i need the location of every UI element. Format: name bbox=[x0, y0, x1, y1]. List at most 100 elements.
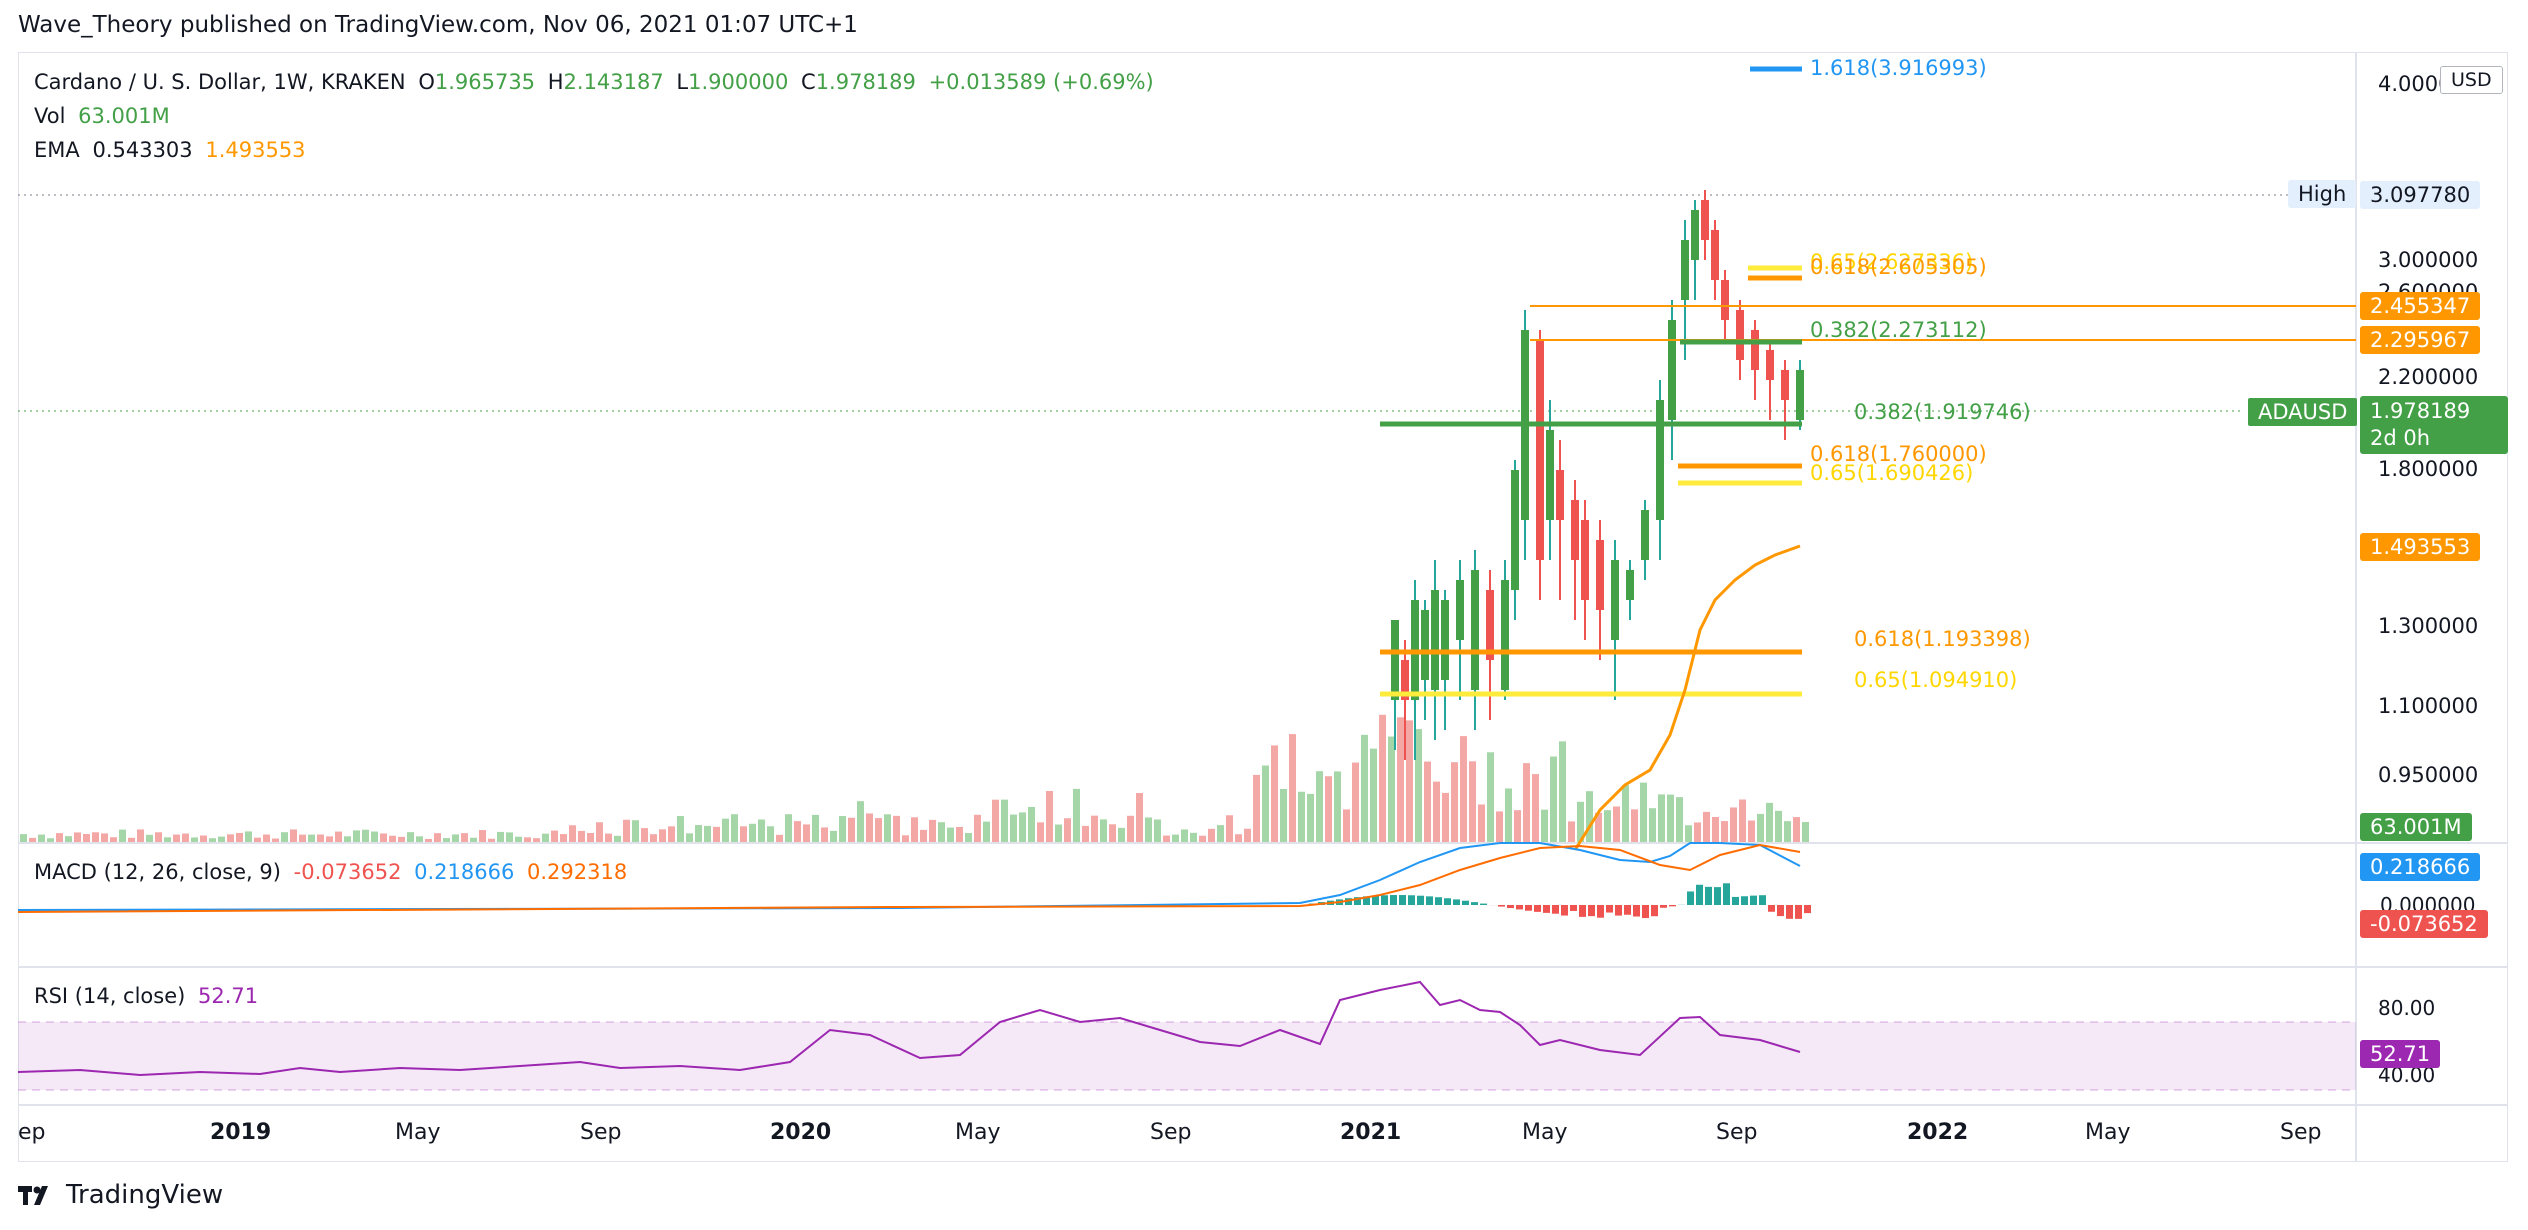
volume-bar bbox=[569, 825, 576, 842]
volume-bar bbox=[740, 826, 747, 842]
legend-l-label: L bbox=[676, 70, 689, 94]
volume-bar bbox=[1802, 822, 1809, 842]
legend-ema-len: 0.543303 bbox=[92, 138, 193, 162]
volume-bar bbox=[488, 838, 495, 842]
volume-bar bbox=[1010, 814, 1017, 842]
macd-hist-bar bbox=[1768, 905, 1775, 912]
time-tick: May bbox=[395, 1120, 441, 1145]
candle-body bbox=[1501, 580, 1509, 690]
macd-hist-bar bbox=[1732, 896, 1739, 905]
price-tick: 0.950000 bbox=[2378, 763, 2479, 787]
volume-bar bbox=[956, 826, 963, 842]
candle-body bbox=[1431, 590, 1439, 690]
macd-hist-bar bbox=[1615, 905, 1622, 916]
volume-bar bbox=[1568, 821, 1575, 842]
candle-body bbox=[1736, 310, 1744, 360]
volume-bar bbox=[1586, 791, 1593, 842]
volume-bar bbox=[1064, 818, 1071, 842]
volume-bar bbox=[1271, 745, 1278, 842]
volume-bar bbox=[1388, 736, 1395, 842]
volume-bar bbox=[1298, 791, 1305, 842]
legend-change: +0.013589 (+0.69%) bbox=[928, 70, 1154, 94]
macd-hist-bar bbox=[1588, 905, 1595, 917]
candle-body bbox=[1691, 210, 1699, 260]
candle-body bbox=[1596, 540, 1604, 610]
volume-bar bbox=[1073, 788, 1080, 842]
volume-bar bbox=[1631, 809, 1638, 842]
price-tick: 1.800000 bbox=[2378, 457, 2479, 481]
volume-bar bbox=[1460, 736, 1467, 842]
legend-macd-line: 0.218666 bbox=[414, 860, 515, 884]
candle-body bbox=[1471, 570, 1479, 690]
symbol-tag: ADAUSD bbox=[2248, 398, 2358, 426]
candle-body bbox=[1781, 370, 1789, 400]
macd-hist-bar bbox=[1381, 895, 1388, 905]
volume-bar bbox=[101, 833, 108, 842]
macd-hist-bar bbox=[1516, 905, 1523, 910]
volume-bar bbox=[1145, 817, 1152, 842]
volume-bar bbox=[929, 819, 936, 842]
macd-hist-bar bbox=[1498, 905, 1505, 907]
volume-bar bbox=[866, 813, 873, 842]
volume-bar bbox=[1712, 816, 1719, 842]
legend-vol-row: Vol 63.001M bbox=[34, 104, 176, 128]
chart-frame[interactable] bbox=[18, 52, 2508, 1162]
volume-bar bbox=[533, 838, 540, 842]
macd-hist-bar bbox=[1435, 897, 1442, 905]
volume-bar bbox=[911, 817, 918, 842]
fib-label-0618-top: 0.618(2.605305) bbox=[1810, 255, 1987, 279]
volume-bar bbox=[272, 838, 279, 842]
volume-bar bbox=[1505, 788, 1512, 842]
volume-bar bbox=[1208, 828, 1215, 842]
volume-bar bbox=[668, 826, 675, 842]
volume-bar bbox=[1316, 771, 1323, 842]
candle-body bbox=[1441, 600, 1449, 680]
volume-bar bbox=[1649, 808, 1656, 842]
legend-c-label: C bbox=[801, 70, 816, 94]
volume-bar bbox=[1640, 782, 1647, 842]
volume-bar bbox=[1541, 809, 1548, 842]
volume-bar bbox=[839, 816, 846, 842]
candles bbox=[1391, 190, 1804, 760]
volume-bar bbox=[596, 822, 603, 842]
volume-bar bbox=[1595, 812, 1602, 842]
volume-bar bbox=[65, 836, 72, 842]
volume-bar bbox=[1442, 792, 1449, 842]
candle-body bbox=[1421, 610, 1429, 680]
ema-line bbox=[1573, 544, 1801, 851]
macd-hist-bar bbox=[1804, 905, 1811, 914]
time-tick: 2020 bbox=[770, 1120, 832, 1145]
volume-bar bbox=[659, 829, 666, 842]
macd-hist-bar bbox=[1714, 887, 1721, 905]
volume-bar bbox=[398, 836, 405, 842]
volume-bar bbox=[938, 822, 945, 842]
candle-body bbox=[1626, 570, 1634, 600]
macd-hist-bar bbox=[1471, 902, 1478, 905]
volume-bar bbox=[479, 830, 486, 842]
macd-hist-bar bbox=[1390, 895, 1397, 905]
volume-bar bbox=[821, 827, 828, 842]
volume-bar bbox=[1703, 811, 1710, 842]
macd-hist-bar bbox=[1372, 895, 1379, 905]
volume-bar bbox=[1694, 822, 1701, 842]
volume-bar bbox=[200, 835, 207, 842]
time-tick: 2021 bbox=[1340, 1120, 1402, 1145]
macd-hist-bar bbox=[1444, 898, 1451, 905]
volume-bar bbox=[695, 825, 702, 842]
time-tick: May bbox=[1522, 1120, 1568, 1145]
volume-bar bbox=[344, 836, 351, 842]
footer-brand: TradingView bbox=[66, 1180, 224, 1210]
legend-ema-row: EMA 0.543303 1.493553 bbox=[34, 138, 312, 162]
macd-hist-bar bbox=[1579, 905, 1586, 917]
macd-hist-bar bbox=[1561, 905, 1568, 916]
rsi-tick-80: 80.00 bbox=[2378, 996, 2436, 1020]
macd-hist-bar bbox=[1408, 895, 1415, 905]
currency-button[interactable]: USD bbox=[2440, 66, 2503, 94]
volume-bar bbox=[1235, 834, 1242, 842]
volume-bar bbox=[461, 833, 468, 842]
high-value-badge: 3.097780 bbox=[2360, 181, 2481, 209]
footer: TradingView bbox=[18, 1180, 223, 1210]
legend-close: 1.978189 bbox=[815, 70, 916, 94]
candle-body bbox=[1391, 620, 1399, 700]
